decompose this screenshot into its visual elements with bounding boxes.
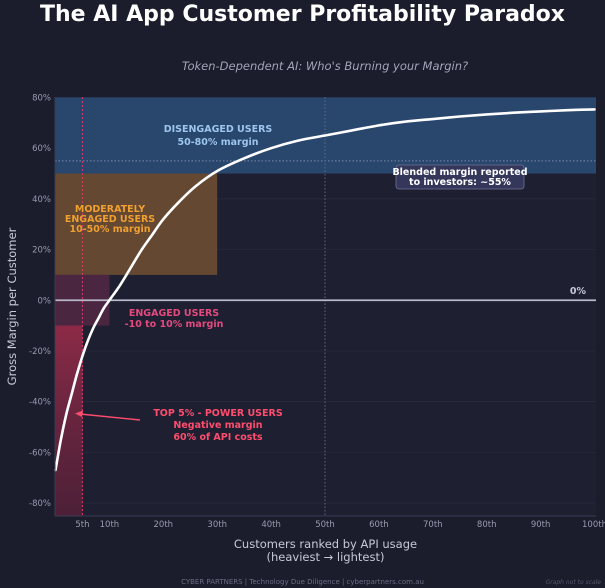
label-engaged-margin: -10 to 10% margin xyxy=(125,319,224,330)
y-tick-label: -60% xyxy=(29,448,51,458)
scale-note: Graph not to scale xyxy=(545,579,601,586)
label-disengaged-users: DISENGAGED USERS xyxy=(164,124,273,135)
y-tick-label: -20% xyxy=(29,347,51,357)
x-tick-label: 80th xyxy=(477,520,497,530)
label-power-costs: 60% of API costs xyxy=(173,432,263,443)
x-tick-label: 30th xyxy=(207,520,227,530)
x-tick-label: 40th xyxy=(261,520,281,530)
label-engaged-users: ENGAGED USERS xyxy=(129,308,219,319)
x-tick-label: 20th xyxy=(154,520,174,530)
zero-line-label: 0% xyxy=(570,286,587,297)
page-title: The AI App Customer Profitability Parado… xyxy=(40,2,565,27)
label-moderate-2: ENGAGED USERS xyxy=(65,214,155,225)
margin-curve xyxy=(54,108,596,472)
power-arrow-line xyxy=(79,413,141,421)
blended-callout-box xyxy=(395,164,525,190)
blended-callout-line2: to investors: ~55% xyxy=(409,177,511,188)
y-tick-label: 0% xyxy=(38,296,52,306)
power-arrow-head xyxy=(75,410,83,417)
chart-subtitle: Token-Dependent AI: Who's Burning your M… xyxy=(181,59,469,73)
x-tick-label: 10th xyxy=(100,520,120,530)
x-axis-subtitle: (heaviest → lightest) xyxy=(267,550,385,564)
label-power-margin: Negative margin xyxy=(173,420,262,431)
label-power-users: TOP 5% - POWER USERS xyxy=(153,408,283,419)
x-tick-label: 90th xyxy=(531,520,551,530)
x-tick-label: 100th xyxy=(582,520,605,530)
band-power-users-fill xyxy=(55,325,83,516)
y-tick-label: 40% xyxy=(32,195,51,205)
label-moderate-margin: 10-50% margin xyxy=(69,224,150,235)
y-tick-label: 20% xyxy=(32,246,51,256)
x-tick-label: 50th xyxy=(315,520,335,530)
x-axis-title: Customers ranked by API usage xyxy=(234,537,417,551)
y-tick-label: -80% xyxy=(29,499,51,509)
x-tick-label: 5th xyxy=(75,520,89,530)
label-moderate-1: MODERATELY xyxy=(75,204,145,215)
y-axis-title: Gross Margin per Customer xyxy=(5,227,19,385)
x-tick-label: 60th xyxy=(369,520,389,530)
footer-credit: CYBER PARTNERS | Technology Due Diligenc… xyxy=(181,578,424,586)
y-tick-label: -40% xyxy=(29,398,51,408)
y-tick-label: 80% xyxy=(32,94,51,104)
y-tick-label: 60% xyxy=(32,144,51,154)
x-tick-label: 70th xyxy=(423,520,443,530)
blended-callout-line1: Blended margin reported xyxy=(392,167,527,178)
label-disengaged-margin: 50-80% margin xyxy=(177,137,258,148)
